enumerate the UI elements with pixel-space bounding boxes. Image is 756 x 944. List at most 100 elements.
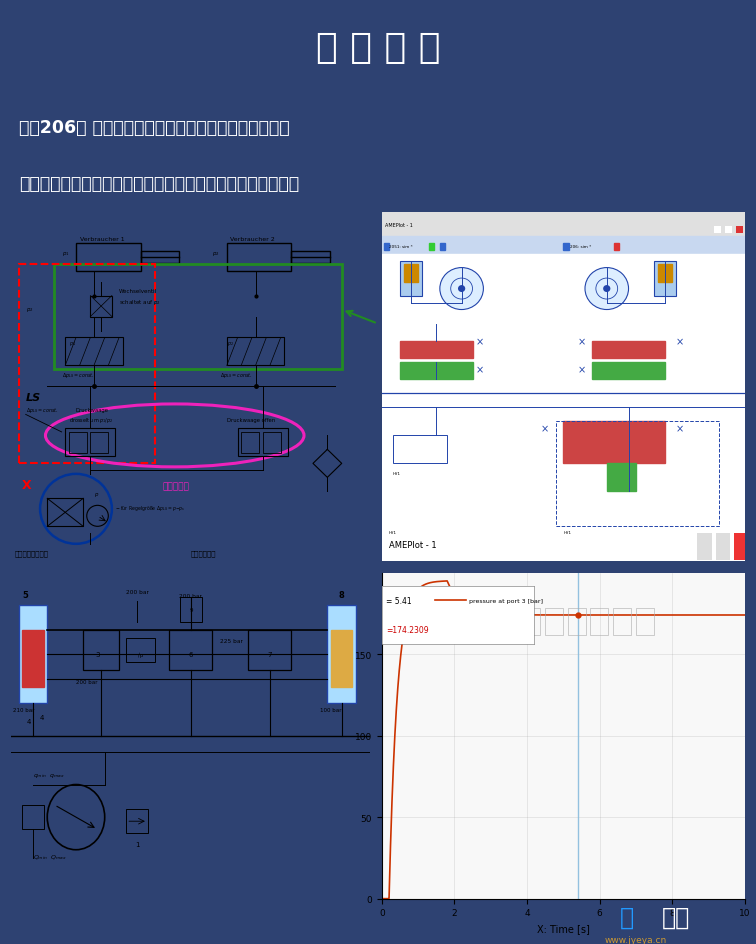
Text: HY1: HY1 (563, 531, 572, 534)
Text: 7: 7 (268, 651, 272, 657)
Text: 3: 3 (95, 651, 100, 657)
Text: 2051: sim *: 2051: sim * (389, 244, 413, 248)
Bar (658, 265, 672, 282)
Bar (607, 464, 636, 492)
Bar (227, 244, 291, 272)
Bar (725, 227, 732, 233)
Bar (76, 244, 141, 272)
Text: 负载感应系统: 负载感应系统 (191, 549, 216, 556)
Bar (404, 265, 418, 282)
Bar (736, 227, 743, 233)
Text: ×: × (476, 337, 484, 346)
Text: $p_1$: $p_1$ (62, 249, 70, 258)
Text: $p_2$: $p_2$ (26, 305, 33, 313)
Text: 压力补偿阀: 压力补偿阀 (162, 481, 189, 490)
Bar (400, 342, 472, 359)
Text: ×: × (578, 364, 585, 375)
Text: $\Delta p_{LS}= const.$: $\Delta p_{LS}= const.$ (220, 371, 253, 379)
Text: 4: 4 (27, 718, 32, 725)
Bar (22, 805, 44, 830)
Text: 200 bar: 200 bar (125, 589, 148, 595)
Text: ×: × (541, 424, 549, 434)
Bar (237, 429, 288, 457)
Bar (180, 598, 202, 622)
Bar (556, 422, 719, 527)
Bar (429, 244, 435, 251)
Bar (291, 252, 330, 263)
Bar (714, 227, 721, 233)
Text: schaltet auf $p_2$: schaltet auf $p_2$ (119, 297, 161, 306)
Bar (241, 432, 259, 453)
Text: 210 bar: 210 bar (13, 707, 35, 713)
Bar (227, 338, 284, 366)
Bar (392, 436, 447, 464)
Circle shape (458, 286, 465, 293)
Bar (382, 237, 745, 254)
Bar (563, 422, 665, 464)
Text: 液压: 液压 (662, 905, 689, 929)
Text: Druckwaage offen: Druckwaage offen (227, 418, 275, 423)
Text: Druckwaage: Druckwaage (76, 408, 109, 413)
Bar (65, 429, 116, 457)
Bar (400, 362, 472, 380)
Bar (54, 265, 342, 370)
Bar (22, 630, 44, 687)
Text: 负载感应式变量泵: 负载感应式变量泵 (15, 549, 49, 556)
Text: $\Delta p_{LS}= const.$: $\Delta p_{LS}= const.$ (26, 406, 58, 414)
Text: 8: 8 (339, 590, 345, 599)
Circle shape (440, 268, 483, 311)
Text: ×: × (578, 337, 585, 346)
X-axis label: X: Time [s]: X: Time [s] (537, 923, 590, 933)
Text: 详 情 介 绍: 详 情 介 绍 (316, 30, 440, 64)
Text: $-$ für Regelgröße $\Delta p_{LS} = p{-}p_s$: $-$ für Regelgröße $\Delta p_{LS} = p{-}… (116, 503, 186, 513)
Text: p: p (94, 491, 98, 497)
Text: 爱: 爱 (620, 905, 634, 929)
Text: X: X (22, 479, 32, 491)
Bar (563, 244, 569, 251)
Bar (383, 244, 389, 251)
Bar (331, 630, 352, 687)
Text: 6: 6 (189, 651, 193, 657)
Text: $p_1$: $p_1$ (69, 340, 76, 348)
Bar (400, 261, 422, 296)
Text: ∕p: ∕p (138, 652, 144, 657)
Bar (65, 338, 122, 366)
Text: 《第206讲 负荷传感系统之阀前补唇负载敏感多路阀》: 《第206讲 负荷传感系统之阀前补唇负载敏感多路阀》 (19, 118, 290, 137)
Text: 5: 5 (23, 590, 29, 599)
Text: 4: 4 (40, 715, 45, 720)
Bar (91, 432, 108, 453)
Text: 1: 1 (135, 841, 139, 847)
Text: ×: × (675, 337, 683, 346)
Bar (614, 244, 619, 251)
Bar (91, 296, 112, 317)
Text: Wechselventil: Wechselventil (119, 289, 157, 294)
Text: LS: LS (26, 393, 41, 403)
Text: AMEPlot - 1: AMEPlot - 1 (386, 223, 414, 228)
Text: 9: 9 (189, 607, 193, 612)
Text: 200 bar: 200 bar (179, 594, 203, 598)
Text: ×: × (476, 364, 484, 375)
Text: ×: × (675, 424, 683, 434)
Text: drosselt um $p_1/p_2$: drosselt um $p_1/p_2$ (69, 416, 113, 425)
Text: 100 bar: 100 bar (321, 707, 342, 713)
Bar (126, 809, 147, 834)
Bar (382, 254, 745, 562)
Text: $p_2$: $p_2$ (227, 340, 234, 348)
Text: HY1: HY1 (389, 531, 397, 534)
Bar (69, 432, 87, 453)
Text: 206: sim *: 206: sim * (571, 244, 592, 248)
Bar (654, 261, 676, 296)
Bar (18, 265, 155, 464)
Bar (83, 630, 119, 671)
Bar (248, 630, 291, 671)
Bar (440, 244, 445, 251)
Text: 225 bar: 225 bar (220, 638, 243, 643)
Text: $Q_{min}$  $Q_{max}$: $Q_{min}$ $Q_{max}$ (33, 852, 67, 861)
Bar (47, 498, 83, 527)
Text: 200 bar: 200 bar (76, 679, 98, 683)
Text: HY1: HY1 (392, 471, 401, 476)
Circle shape (585, 268, 628, 311)
Text: $\Delta p_{LS}= const.$: $\Delta p_{LS}= const.$ (62, 371, 94, 379)
Bar (18, 606, 47, 703)
Bar (141, 252, 179, 263)
